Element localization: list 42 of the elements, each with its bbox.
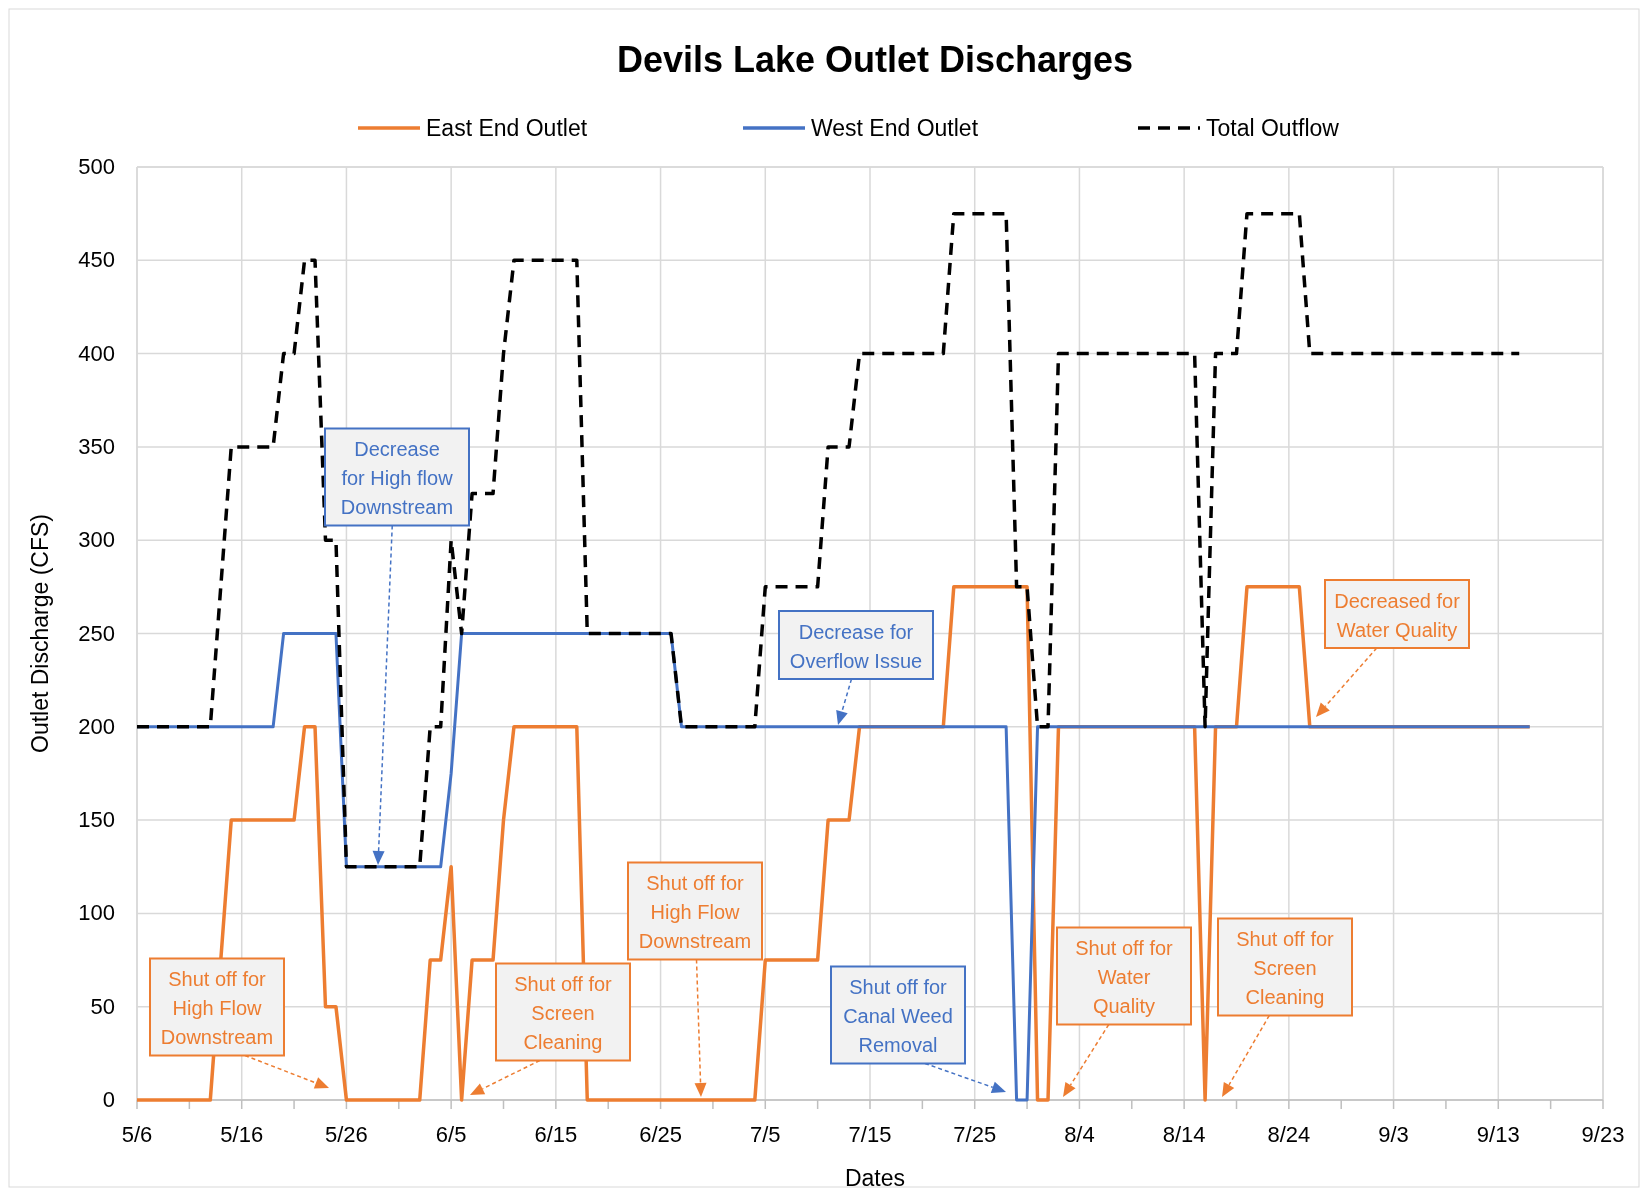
x-tick-label: 6/25 bbox=[639, 1122, 682, 1147]
x-tick-label: 9/23 bbox=[1581, 1122, 1625, 1147]
x-tick-label: 5/16 bbox=[220, 1122, 264, 1147]
annotation: Decrease for High flow Downstream bbox=[340, 438, 454, 519]
legend-label: West End Outlet bbox=[811, 115, 979, 141]
y-tick-label: 450 bbox=[78, 247, 115, 273]
annotation: Shut off for Screen Cleaning bbox=[1236, 928, 1335, 1009]
x-tick-label: 8/14 bbox=[1162, 1122, 1206, 1147]
y-tick-label: 100 bbox=[78, 900, 115, 926]
x-tick-label: 9/13 bbox=[1476, 1122, 1520, 1147]
annotation: Decreased for Water Quality bbox=[1334, 589, 1461, 641]
line-series bbox=[135, 211, 1521, 869]
annotation: Shut off for Water Quality bbox=[1075, 937, 1174, 1018]
annotation: Decrease for Overflow Issue bbox=[789, 620, 923, 672]
annotation: Shut off for High Flow Downstream bbox=[638, 872, 752, 953]
x-tick-label: 9/3 bbox=[1378, 1122, 1409, 1147]
y-tick-label: 350 bbox=[78, 433, 115, 459]
chart-title: Devils Lake Outlet Discharges bbox=[616, 39, 1134, 80]
annotation: Shut off for Canal Weed Removal bbox=[843, 976, 953, 1057]
annotation: Shut off for Screen Cleaning bbox=[514, 973, 613, 1054]
x-tick-label: 5/26 bbox=[325, 1122, 368, 1147]
y-tick-label: 0 bbox=[102, 1087, 115, 1112]
y-tick-label: 400 bbox=[78, 340, 115, 366]
y-tick-label: 500 bbox=[78, 154, 115, 179]
legend-label: Total Outflow bbox=[1206, 115, 1340, 141]
x-tick-label: 5/6 bbox=[121, 1122, 153, 1147]
x-tick-label: 6/5 bbox=[435, 1122, 467, 1147]
y-tick-label: 200 bbox=[78, 713, 115, 739]
annotation: Shut off for High Flow Downstream bbox=[160, 968, 274, 1049]
x-tick-label: 7/25 bbox=[953, 1122, 997, 1147]
y-tick-label: 300 bbox=[78, 527, 115, 553]
x-axis-title: Dates bbox=[844, 1165, 906, 1191]
y-tick-label: 150 bbox=[78, 807, 115, 833]
x-tick-label: 8/4 bbox=[1064, 1122, 1095, 1147]
y-tick-label: 250 bbox=[78, 620, 115, 646]
x-tick-label: 8/24 bbox=[1267, 1122, 1311, 1147]
x-tick-label: 6/15 bbox=[534, 1122, 578, 1147]
x-tick-label: 7/15 bbox=[848, 1122, 892, 1147]
y-tick-label: 50 bbox=[90, 993, 115, 1019]
y-axis-title: Outlet Discharge (CFS) bbox=[27, 513, 53, 754]
legend-label: East End Outlet bbox=[426, 115, 588, 141]
x-tick-label: 7/5 bbox=[749, 1122, 781, 1147]
